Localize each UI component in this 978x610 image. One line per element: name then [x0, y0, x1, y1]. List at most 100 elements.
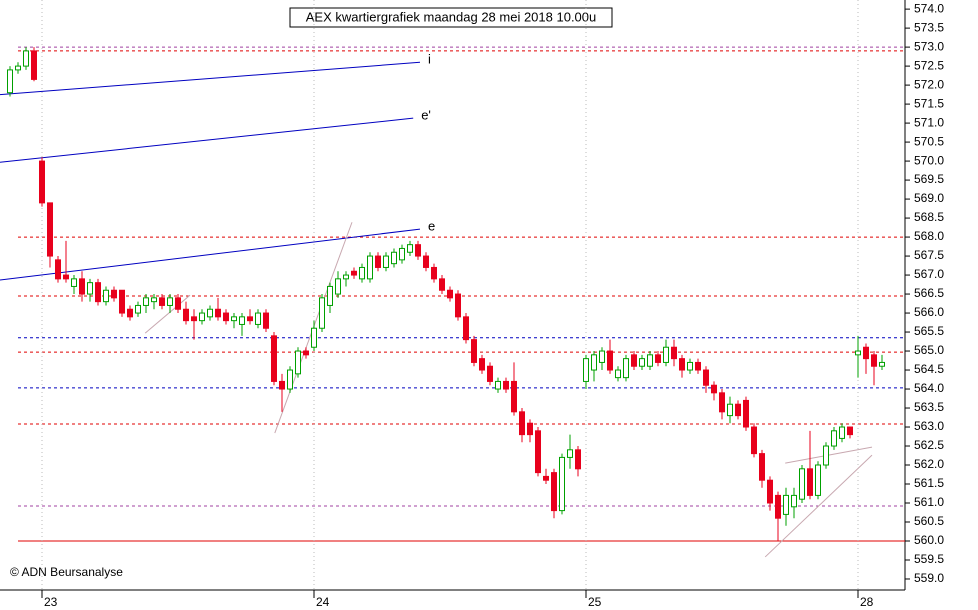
candle-body	[823, 445, 829, 466]
y-tick-label: 572.0	[914, 77, 944, 91]
candle-body	[391, 251, 397, 265]
candle-body	[423, 255, 429, 268]
candle-body	[263, 312, 269, 329]
y-tick-label: 570.0	[914, 153, 944, 167]
y-tick-label: 559.5	[914, 552, 944, 566]
candle-body	[39, 160, 45, 204]
y-tick-label: 568.0	[914, 229, 944, 243]
candle-body	[567, 449, 573, 458]
y-tick-label: 562.5	[914, 438, 944, 452]
candle-body	[503, 380, 509, 390]
candle-body	[167, 297, 173, 306]
y-tick-label: 563.5	[914, 400, 944, 414]
candle-body	[807, 468, 813, 496]
y-tick-label: 561.5	[914, 476, 944, 490]
x-tick-label: 23	[44, 595, 58, 609]
candle-body	[447, 289, 453, 299]
y-tick-label: 568.5	[914, 210, 944, 224]
y-tick-label: 560.5	[914, 514, 944, 528]
candle-body	[175, 297, 181, 310]
candle-body	[519, 411, 525, 436]
candle-body	[279, 380, 285, 390]
y-tick-label: 563.0	[914, 419, 944, 433]
candle-body	[479, 358, 485, 371]
candle-body	[455, 293, 461, 318]
candle-body	[151, 297, 157, 303]
candle-body	[367, 255, 373, 280]
y-tick-label: 571.0	[914, 115, 944, 129]
x-tick-label: 25	[588, 595, 602, 609]
y-tick-label: 572.5	[914, 58, 944, 72]
chart-title: AEX kwartiergrafiek maandag 28 mei 2018 …	[306, 9, 597, 24]
candle-body	[847, 426, 853, 436]
candle-body	[463, 316, 469, 341]
candle-body	[119, 289, 125, 314]
y-tick-label: 569.5	[914, 172, 944, 186]
trend-label: e	[428, 219, 435, 234]
candle-body	[767, 479, 773, 504]
y-tick-label: 567.5	[914, 248, 944, 262]
candle-body	[687, 361, 693, 371]
y-tick-label: 567.0	[914, 267, 944, 281]
candle-body	[191, 316, 197, 322]
candle-body	[95, 282, 101, 303]
trend-line	[144, 294, 191, 334]
candle-body	[231, 316, 237, 322]
candle-body	[815, 464, 821, 496]
y-tick-label: 570.5	[914, 134, 944, 148]
candle-body	[159, 297, 165, 306]
candle-body	[535, 430, 541, 474]
candle-body	[359, 266, 365, 280]
candle-body	[287, 369, 293, 390]
candle-body	[7, 69, 13, 94]
candle-body	[207, 308, 213, 318]
candle-body	[527, 422, 533, 436]
candle-body	[855, 350, 861, 356]
candle-body	[831, 430, 837, 447]
candle-body	[783, 494, 789, 515]
y-tick-label: 560.0	[914, 533, 944, 547]
trend-line	[0, 228, 421, 281]
trend-line	[0, 117, 414, 163]
title-box	[289, 7, 613, 28]
candle-body	[775, 494, 781, 519]
candle-body	[415, 244, 421, 257]
candle-body	[343, 274, 349, 280]
candle-body	[399, 247, 405, 261]
candle-body	[71, 278, 77, 287]
candle-body	[631, 354, 637, 367]
candle-body	[311, 327, 317, 348]
candle-body	[247, 316, 253, 322]
candle-body	[63, 274, 69, 280]
candle-body	[223, 312, 229, 322]
candle-body	[111, 289, 117, 299]
candle-body	[703, 369, 709, 386]
candle-body	[735, 403, 741, 417]
y-tick-label: 562.0	[914, 457, 944, 471]
candle-body	[15, 65, 21, 71]
candle-body	[439, 278, 445, 291]
candle-body	[351, 270, 357, 276]
candle-body	[199, 312, 205, 322]
candle-body	[743, 399, 749, 428]
candle-body	[559, 456, 565, 512]
trend-label: i	[428, 52, 431, 67]
candle-body	[47, 202, 53, 257]
y-tick-label: 566.0	[914, 305, 944, 319]
candle-body	[215, 308, 221, 318]
candle-body	[727, 403, 733, 417]
y-tick-label: 564.0	[914, 381, 944, 395]
y-tick-label: 565.0	[914, 343, 944, 357]
candle-body	[31, 50, 37, 80]
candle-body	[791, 494, 797, 508]
candle-body	[79, 278, 85, 295]
candle-body	[751, 426, 757, 455]
candle-body	[759, 453, 765, 481]
candle-body	[183, 308, 189, 322]
candle-body	[663, 346, 669, 363]
candle-body	[271, 335, 277, 382]
candle-body	[143, 297, 149, 306]
y-tick-label: 564.5	[914, 362, 944, 376]
trend-line	[0, 61, 421, 96]
